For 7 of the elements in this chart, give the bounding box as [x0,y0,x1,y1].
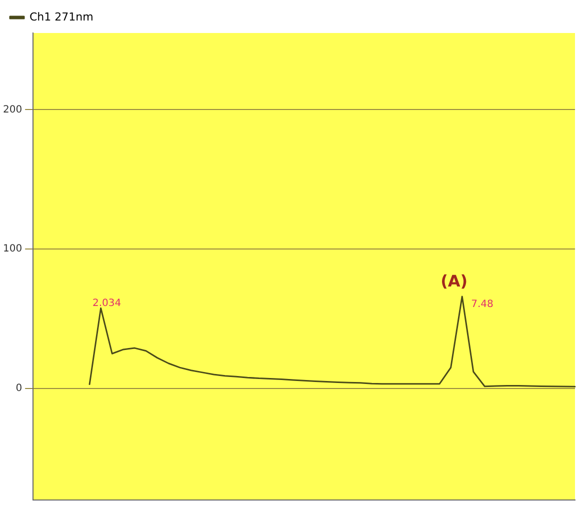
y-tick-label: 0 [16,383,22,394]
legend-label: Ch1 271nm [30,10,94,24]
annotation: (A) [440,272,468,291]
y-tick-label: 200 [2,104,22,116]
annotation: 7.48 [471,299,494,310]
annotation: 2.034 [92,298,122,309]
y-tick-label: 100 [2,244,22,255]
